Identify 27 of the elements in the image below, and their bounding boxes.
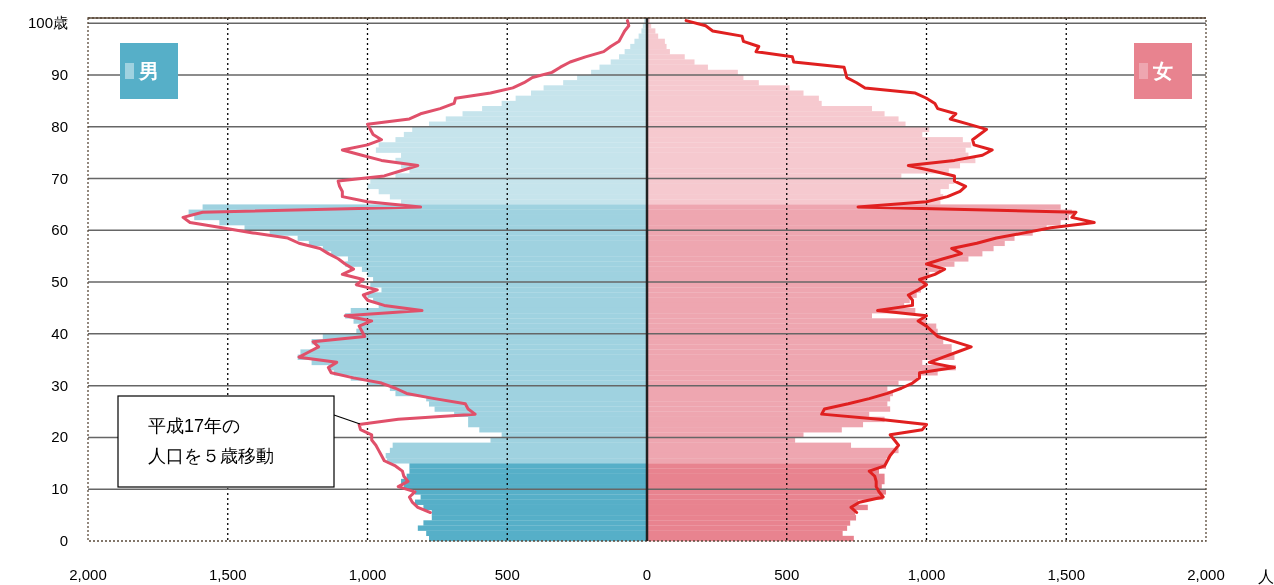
y-tick-label: 40 xyxy=(51,324,68,342)
y-tick-label: 80 xyxy=(51,117,68,135)
annotation: 平成17年の xyxy=(148,416,241,436)
y-tick-label: 90 xyxy=(51,65,68,83)
annotation: 人口を５歳移動 xyxy=(148,446,274,466)
y-tick-label: 30 xyxy=(51,376,68,394)
legend-label: 女 xyxy=(1152,60,1173,82)
x-tick-label: 0 xyxy=(642,566,652,583)
x-tick-label: 1,500 xyxy=(208,566,247,583)
x-tick-label: 500 xyxy=(494,566,520,583)
legend-right: 女 xyxy=(1134,43,1192,99)
x-tick-label: 2,000 xyxy=(69,566,107,583)
x-axis-title: 人 xyxy=(1258,568,1274,585)
y-tick-label: 20 xyxy=(51,428,68,446)
y-tick-label: 100歳 xyxy=(27,14,68,32)
x-tick-label: 1,000 xyxy=(348,566,387,583)
y-tick-label: 10 xyxy=(51,480,68,498)
legend-label: 男 xyxy=(138,60,159,82)
x-tick-label: 1,000 xyxy=(907,566,946,583)
x-tick-label: 2,000 xyxy=(1187,566,1225,583)
x-tick-label: 1,500 xyxy=(1047,566,1086,583)
x-tick-label: 500 xyxy=(774,566,800,583)
y-tick-label: 50 xyxy=(51,273,68,291)
legend-left: 男 xyxy=(120,43,178,99)
y-tick-label: 60 xyxy=(51,221,68,239)
y-tick-label: 70 xyxy=(51,169,68,187)
y-tick-label: 0 xyxy=(59,532,68,549)
